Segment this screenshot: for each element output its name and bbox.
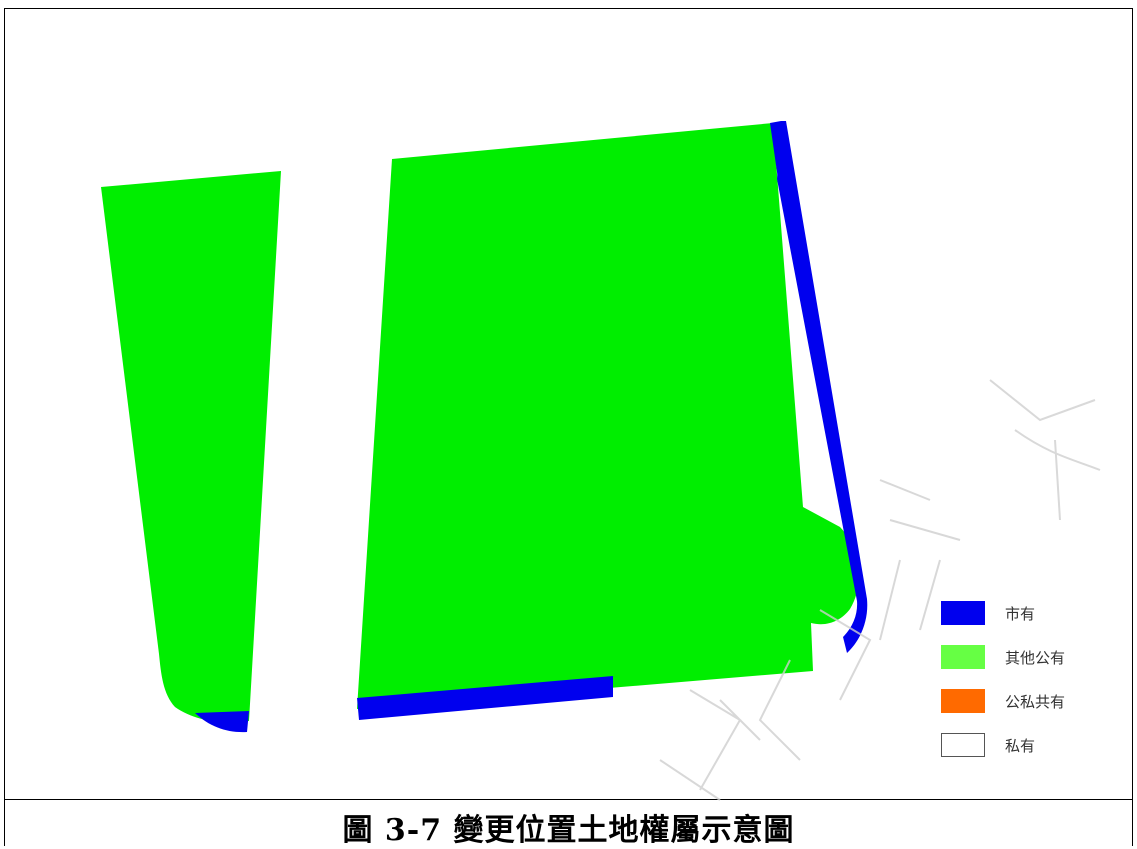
legend-label: 公私共有 bbox=[1005, 692, 1066, 711]
parcel-left-other-public bbox=[101, 171, 281, 723]
legend-swatch bbox=[941, 601, 985, 625]
figure-frame: 市有 其他公有 公私共有 私有 圖 3-7 變更位置土地權屬示意圖 bbox=[4, 8, 1133, 848]
legend-item-other-public: 其他公有 bbox=[941, 635, 1065, 679]
map-panel: 市有 其他公有 公私共有 私有 bbox=[5, 9, 1132, 799]
map-legend: 市有 其他公有 公私共有 私有 bbox=[941, 591, 1065, 767]
legend-label: 私有 bbox=[1005, 736, 1036, 755]
parcel-main-other-public bbox=[357, 123, 860, 709]
legend-swatch bbox=[941, 645, 985, 669]
legend-item-city-owned: 市有 bbox=[941, 591, 1065, 635]
legend-swatch bbox=[941, 689, 985, 713]
legend-label: 市有 bbox=[1005, 604, 1036, 623]
legend-item-public-private: 公私共有 bbox=[941, 679, 1065, 723]
parcel-east-road-city-owned bbox=[777, 121, 868, 653]
parcel-left-city-owned bbox=[195, 711, 249, 733]
legend-label: 其他公有 bbox=[1005, 648, 1066, 667]
parcel-south-city-owned bbox=[357, 676, 613, 720]
caption-divider bbox=[5, 799, 1132, 800]
legend-swatch bbox=[941, 733, 985, 757]
figure-caption: 圖 3-7 變更位置土地權屬示意圖 bbox=[342, 813, 795, 848]
legend-item-private: 私有 bbox=[941, 723, 1065, 767]
land-parcel-map bbox=[101, 121, 868, 733]
